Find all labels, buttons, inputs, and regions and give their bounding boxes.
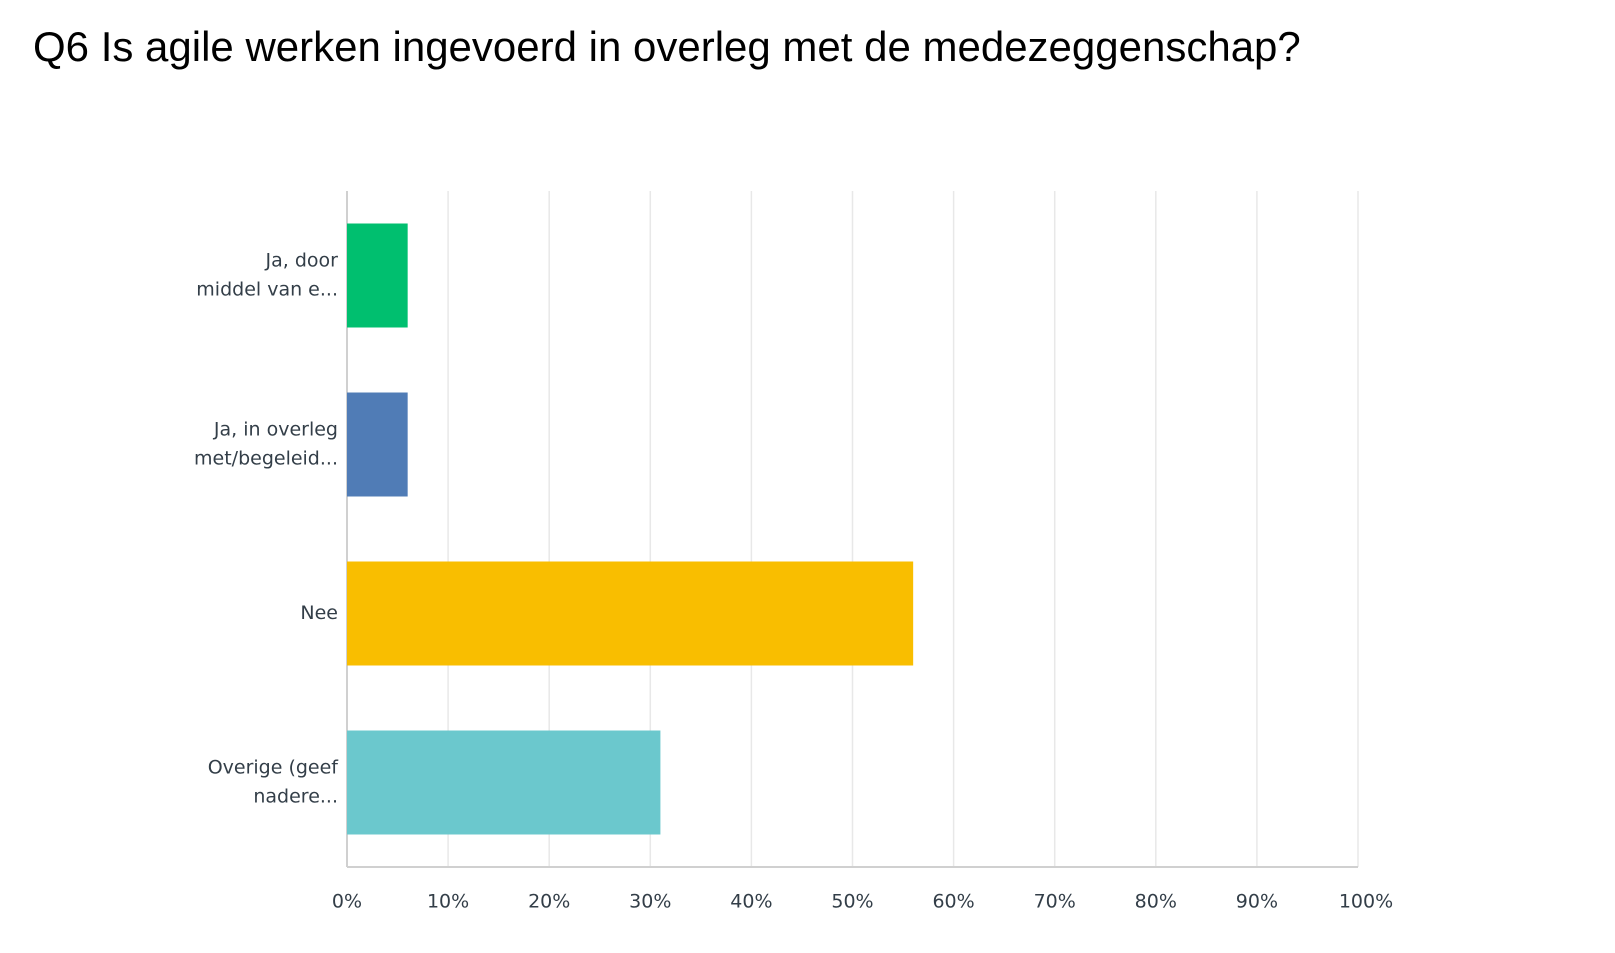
bar <box>347 561 914 666</box>
bar <box>347 392 408 497</box>
x-tick-label: 30% <box>629 891 671 913</box>
x-tick-label: 70% <box>1034 891 1076 913</box>
x-tick-label: 90% <box>1236 891 1278 913</box>
x-tick-label: 20% <box>528 891 570 913</box>
x-tick-label: 10% <box>427 891 469 913</box>
chart-title: Q6 Is agile werken ingevoerd in overleg … <box>33 23 1301 70</box>
y-tick-label: Ja, door <box>265 250 339 272</box>
x-tick-label: 50% <box>831 891 873 913</box>
x-tick-label: 40% <box>730 891 772 913</box>
x-tick-label: 0% <box>332 891 362 913</box>
bar <box>347 223 408 328</box>
y-tick-label: nadere... <box>253 786 338 808</box>
x-tick-label: 80% <box>1135 891 1177 913</box>
y-tick-label: middel van e... <box>196 279 338 301</box>
y-tick-label: Ja, in overleg <box>213 419 338 441</box>
y-tick-label: Overige (geef <box>208 757 340 779</box>
y-tick-label: Nee <box>300 602 338 624</box>
x-tick-label: 100% <box>1339 891 1393 913</box>
x-tick-label: 60% <box>932 891 974 913</box>
bar <box>347 730 661 835</box>
y-tick-label: met/begeleid... <box>194 448 338 470</box>
